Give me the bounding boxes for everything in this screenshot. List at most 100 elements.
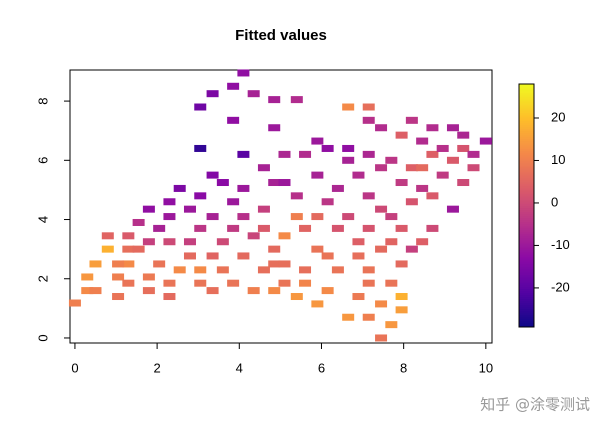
colorbar-tick-label: 20 [551, 109, 565, 124]
point [362, 313, 375, 321]
point [385, 213, 398, 221]
colorbar-segment [519, 217, 534, 221]
colorbar-segment [519, 266, 534, 269]
point [311, 245, 324, 253]
colorbar-segment [519, 272, 534, 275]
colorbar-segment [519, 183, 534, 186]
colorbar-segment [519, 118, 534, 121]
colorbar-tick-label: 10 [551, 152, 565, 167]
point [362, 224, 375, 232]
point [331, 184, 344, 192]
colorbar-segment [519, 308, 534, 312]
point [342, 144, 355, 152]
colorbar-segment [519, 274, 534, 277]
point [247, 287, 260, 295]
colorbar-segment [519, 106, 534, 109]
point [426, 192, 439, 200]
colorbar-segment [519, 310, 534, 314]
point [183, 205, 196, 213]
point [385, 321, 398, 329]
point [405, 116, 418, 124]
point [426, 224, 439, 232]
plot-frame [69, 69, 493, 344]
point [278, 150, 291, 158]
colorbar-segment [519, 280, 534, 283]
point [206, 171, 219, 179]
point [173, 266, 186, 274]
point [227, 224, 240, 232]
colorbar-segment [519, 296, 534, 300]
colorbar-segment [519, 205, 534, 209]
colorbar-segment [519, 213, 534, 217]
colorbar-segment [519, 250, 534, 253]
point [122, 232, 135, 240]
y-tick-label: 0 [35, 334, 50, 341]
colorbar-segment [519, 316, 534, 320]
colorbar-segment [519, 191, 534, 194]
x-tick-label: 6 [318, 360, 325, 375]
x-tick-label: 8 [400, 360, 407, 375]
colorbar-tick-label: -10 [551, 237, 570, 252]
point [395, 260, 408, 268]
point [257, 205, 270, 213]
point [268, 260, 281, 268]
point [426, 124, 439, 132]
point [311, 300, 324, 308]
colorbar-segment [519, 112, 534, 115]
point [352, 293, 365, 301]
colorbar-segment [519, 132, 534, 136]
point [321, 198, 334, 206]
colorbar-segment [519, 167, 534, 170]
point [206, 213, 219, 221]
point [426, 150, 439, 158]
colorbar-segment [519, 314, 534, 318]
point [479, 137, 492, 145]
colorbar-segment [519, 114, 534, 117]
point [257, 164, 270, 172]
colorbar-segment [519, 162, 534, 166]
point [405, 164, 418, 172]
point [321, 144, 334, 152]
colorbar-segment [519, 150, 534, 154]
colorbar-segment [519, 124, 534, 128]
colorbar-segment [519, 209, 534, 213]
point [362, 103, 375, 111]
colorbar-segment [519, 181, 534, 184]
point [122, 279, 135, 287]
point [194, 266, 207, 274]
x-tick-label: 2 [153, 360, 160, 375]
colorbar-segment [519, 179, 534, 182]
colorbar-segment [519, 90, 534, 93]
colorbar-segment [519, 169, 534, 172]
colorbar-segment [519, 211, 534, 215]
colorbar-segment [519, 252, 534, 255]
colorbar-segment [519, 294, 534, 298]
colorbar-segment [519, 243, 534, 247]
colorbar-segment [519, 126, 534, 130]
colorbar-segment [519, 221, 534, 225]
point [395, 306, 408, 314]
point [101, 232, 114, 240]
point [194, 192, 207, 200]
point [362, 192, 375, 200]
point [375, 205, 388, 213]
point [395, 293, 408, 301]
point [122, 260, 135, 268]
point [352, 238, 365, 246]
point [247, 90, 260, 98]
colorbar-segment [519, 237, 534, 241]
point [405, 245, 418, 253]
colorbar-segment [519, 306, 534, 310]
y-tick-label: 8 [35, 97, 50, 104]
colorbar-segment [519, 185, 534, 188]
point [268, 245, 281, 253]
x-tick-label: 0 [71, 360, 78, 375]
colorbar-segment [519, 98, 534, 101]
point [163, 279, 176, 287]
point [68, 299, 81, 307]
colorbar-segment [519, 256, 534, 259]
point [436, 144, 449, 152]
point [446, 156, 459, 164]
point [194, 144, 207, 152]
